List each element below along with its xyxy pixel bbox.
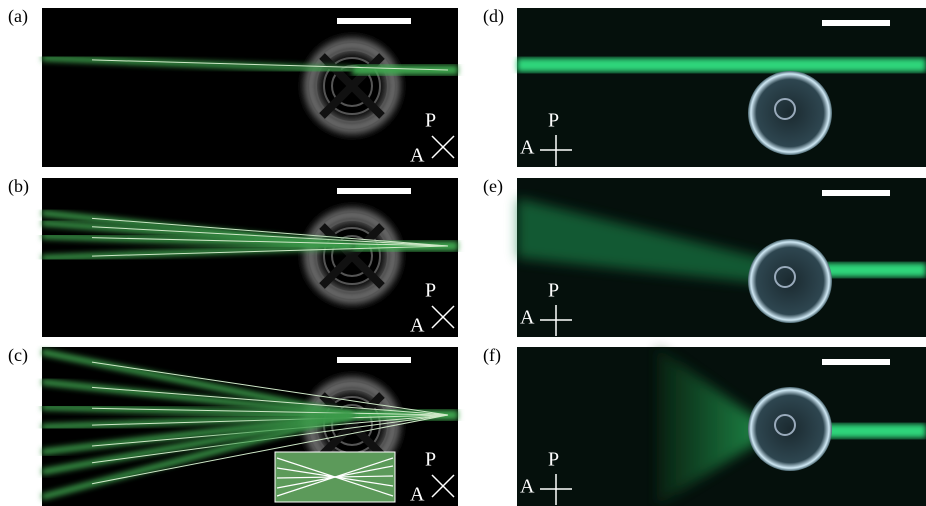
droplet <box>748 387 832 471</box>
scale-bar <box>337 18 411 24</box>
image-background <box>517 8 926 167</box>
panel-label: (d) <box>483 6 504 27</box>
droplet <box>748 71 832 155</box>
panel-label: (f) <box>483 345 501 366</box>
panel-image: PA <box>517 8 926 167</box>
polarizer-label: P <box>548 110 559 132</box>
panel-image: PA <box>517 347 926 506</box>
panel-image: PA <box>42 178 458 337</box>
analyzer-label: A <box>520 476 535 498</box>
droplet <box>748 239 832 323</box>
scale-bar <box>337 357 411 363</box>
analyzer-label: A <box>520 307 535 329</box>
scale-bar <box>337 188 411 194</box>
figure: (a)PA(b)PA(c)PA(d)PA(e)PA(f)PA <box>0 0 926 506</box>
polarizer-label: P <box>425 110 436 132</box>
scale-bar <box>822 359 890 365</box>
panel-label: (a) <box>8 6 28 27</box>
scale-bar <box>822 20 890 26</box>
panel-label: (b) <box>8 176 29 197</box>
analyzer-label: A <box>410 145 425 167</box>
beam <box>517 58 926 72</box>
polarizer-label: P <box>548 280 559 302</box>
polarizer-label: P <box>425 449 436 471</box>
polarizer-label: P <box>548 449 559 471</box>
analyzer-label: A <box>520 137 535 159</box>
panel-label: (c) <box>8 345 28 366</box>
panel-image: PA <box>42 8 458 167</box>
analyzer-label: A <box>410 484 425 506</box>
scale-bar <box>822 190 890 196</box>
panel-label: (e) <box>483 176 503 197</box>
analyzer-label: A <box>410 315 425 337</box>
panel-image: PA <box>42 347 458 506</box>
polarizer-label: P <box>425 280 436 302</box>
panel-image: PA <box>517 178 926 337</box>
